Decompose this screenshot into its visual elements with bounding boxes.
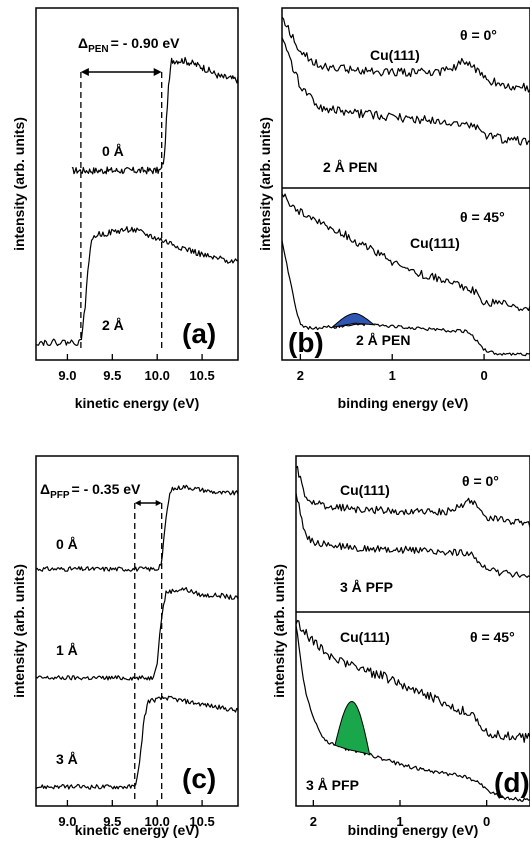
panel-d-plot-area: 2 1 0 (295, 465, 530, 829)
panel-a-arrowhead-left (80, 68, 89, 76)
panel-a-xtick-label-1: 9.5 (103, 368, 121, 383)
panel-c-label-3A: 3 Å (56, 751, 78, 767)
panel-c-label-0A: 0 Å (56, 536, 78, 552)
panel-b-label-pen-top: 2 Å PEN (323, 159, 377, 175)
panel-b-ylabel: intensity (arb. units) (257, 117, 273, 251)
panel-b-xtick-label-2: 0 (480, 368, 487, 383)
panel-d-sub0-series-0 (295, 465, 530, 528)
panel-c-delta-symbol: Δ (40, 481, 50, 497)
panel-b: 2 1 0 intensity (arb. units) binding energ… (257, 7, 530, 411)
panel-d-sub0-series-1 (295, 492, 530, 578)
panel-a-delta-value: = - 0.90 eV (111, 35, 181, 51)
panel-d-xlabel: binding energy (eV) (348, 822, 479, 838)
panel-d-xtick-label-1: 1 (396, 814, 403, 829)
panel-a-delta-subscript: PEN (88, 44, 109, 55)
panel-d-ylabel: intensity (arb. units) (271, 564, 287, 698)
panel-d-label-cu-top: Cu(111) (340, 482, 390, 498)
panel-c-xtick-label-1: 9.5 (103, 814, 121, 829)
panel-a-series-1 (36, 226, 239, 347)
panel-c-delta-annotation: ΔPFP = - 0.35 eV (40, 481, 141, 501)
panel-c-series-0 (35, 484, 239, 572)
panel-c-arrowhead-left (134, 500, 141, 506)
panel-c-delta-value: = - 0.35 eV (72, 481, 142, 497)
panel-c-arrowhead-right (155, 500, 162, 506)
panel-b-frame (281, 7, 530, 361)
panel-b-angle-bottom: θ = 45° (460, 209, 505, 225)
panel-d-peak-fill (334, 700, 371, 756)
panel-b-label-cu-bottom: Cu(111) (410, 235, 460, 251)
panel-b-panel-letter: (b) (288, 327, 324, 358)
panel-d-panel-letter: (d) (494, 767, 530, 798)
panel-d-label-pfp-top: 3 Å PFP (340, 579, 393, 595)
panel-a-delta-annotation: ΔPEN = - 0.90 eV (78, 35, 180, 55)
panel-d-label-cu-bottom: Cu(111) (340, 629, 390, 645)
panel-a-xtick-label-0: 9.0 (58, 368, 76, 383)
panel-a-xlabel: kinetic energy (eV) (75, 395, 200, 411)
panel-c-xtick-label-2: 10.0 (145, 814, 170, 829)
panel-c-series-2 (35, 695, 239, 790)
panel-a-xtick-label-2: 10.0 (145, 368, 170, 383)
panel-a-delta-symbol: Δ (78, 35, 88, 51)
panel-c-series-1 (35, 587, 239, 681)
panel-d-sub1-series-0 (295, 619, 530, 743)
panel-d-angle-bottom: θ = 45° (470, 629, 515, 645)
panel-b-sub1-series-0 (281, 193, 530, 312)
panel-c-xtick-label-0: 9.0 (58, 814, 76, 829)
panel-b-peak-fill (330, 312, 376, 328)
panel-b-xtick-label-0: 2 (297, 368, 304, 383)
panel-a-series-0 (71, 56, 239, 175)
panel-d-label-pfp-bottom: 3 Å PFP (306, 777, 359, 793)
panel-b-angle-top: θ = 0° (460, 27, 497, 43)
panel-a-label-2A: 2 Å (102, 317, 124, 333)
panel-d: 2 1 0 intensity (arb. units) binding energ… (271, 455, 530, 838)
panel-a-label-0A: 0 Å (102, 143, 124, 159)
panel-a: 9.0 9.5 10.0 10.5 intensity (arb. units) ki… (11, 7, 239, 411)
panel-d-xtick-label-2: 0 (483, 814, 490, 829)
panel-b-label-pen-bottom: 2 Å PEN (356, 332, 410, 348)
panel-c-xlabel: kinetic energy (eV) (75, 822, 200, 838)
panel-c-delta-subscript: PFP (50, 490, 70, 501)
panel-a-frame (35, 7, 239, 361)
panel-c-label-1A: 1 Å (56, 642, 78, 658)
panel-d-angle-top: θ = 0° (462, 473, 499, 489)
panel-c-ylabel: intensity (arb. units) (11, 564, 27, 698)
panel-c: 9.0 9.5 10.0 10.5 intensity (arb. units) ki… (11, 455, 239, 838)
panel-b-plot-area: 2 1 0 (281, 16, 530, 383)
panel-b-sub0-series-0 (281, 16, 530, 93)
panel-b-xlabel: binding energy (eV) (338, 395, 469, 411)
panel-a-xtick-label-3: 10.5 (189, 368, 214, 383)
panel-b-xtick-label-1: 1 (389, 368, 396, 383)
panel-c-panel-letter: (c) (182, 763, 216, 794)
panel-c-xtick-label-3: 10.5 (189, 814, 214, 829)
panel-a-panel-letter: (a) (182, 318, 216, 349)
panel-b-sub0-series-1 (281, 37, 530, 146)
panel-b-sub1-series-1 (281, 240, 530, 357)
panel-c-frame (35, 455, 239, 807)
panel-d-xtick-label-0: 2 (310, 814, 317, 829)
panel-a-arrowhead-right (153, 68, 162, 76)
panel-c-plot-area: 9.0 9.5 10.0 10.5 (35, 484, 239, 829)
panel-d-frame (295, 455, 530, 807)
panel-a-ylabel: intensity (arb. units) (11, 117, 27, 251)
panel-b-label-cu-top: Cu(111) (370, 47, 420, 63)
panel-a-plot-area: 9.0 9.5 10.0 10.5 (36, 56, 239, 383)
